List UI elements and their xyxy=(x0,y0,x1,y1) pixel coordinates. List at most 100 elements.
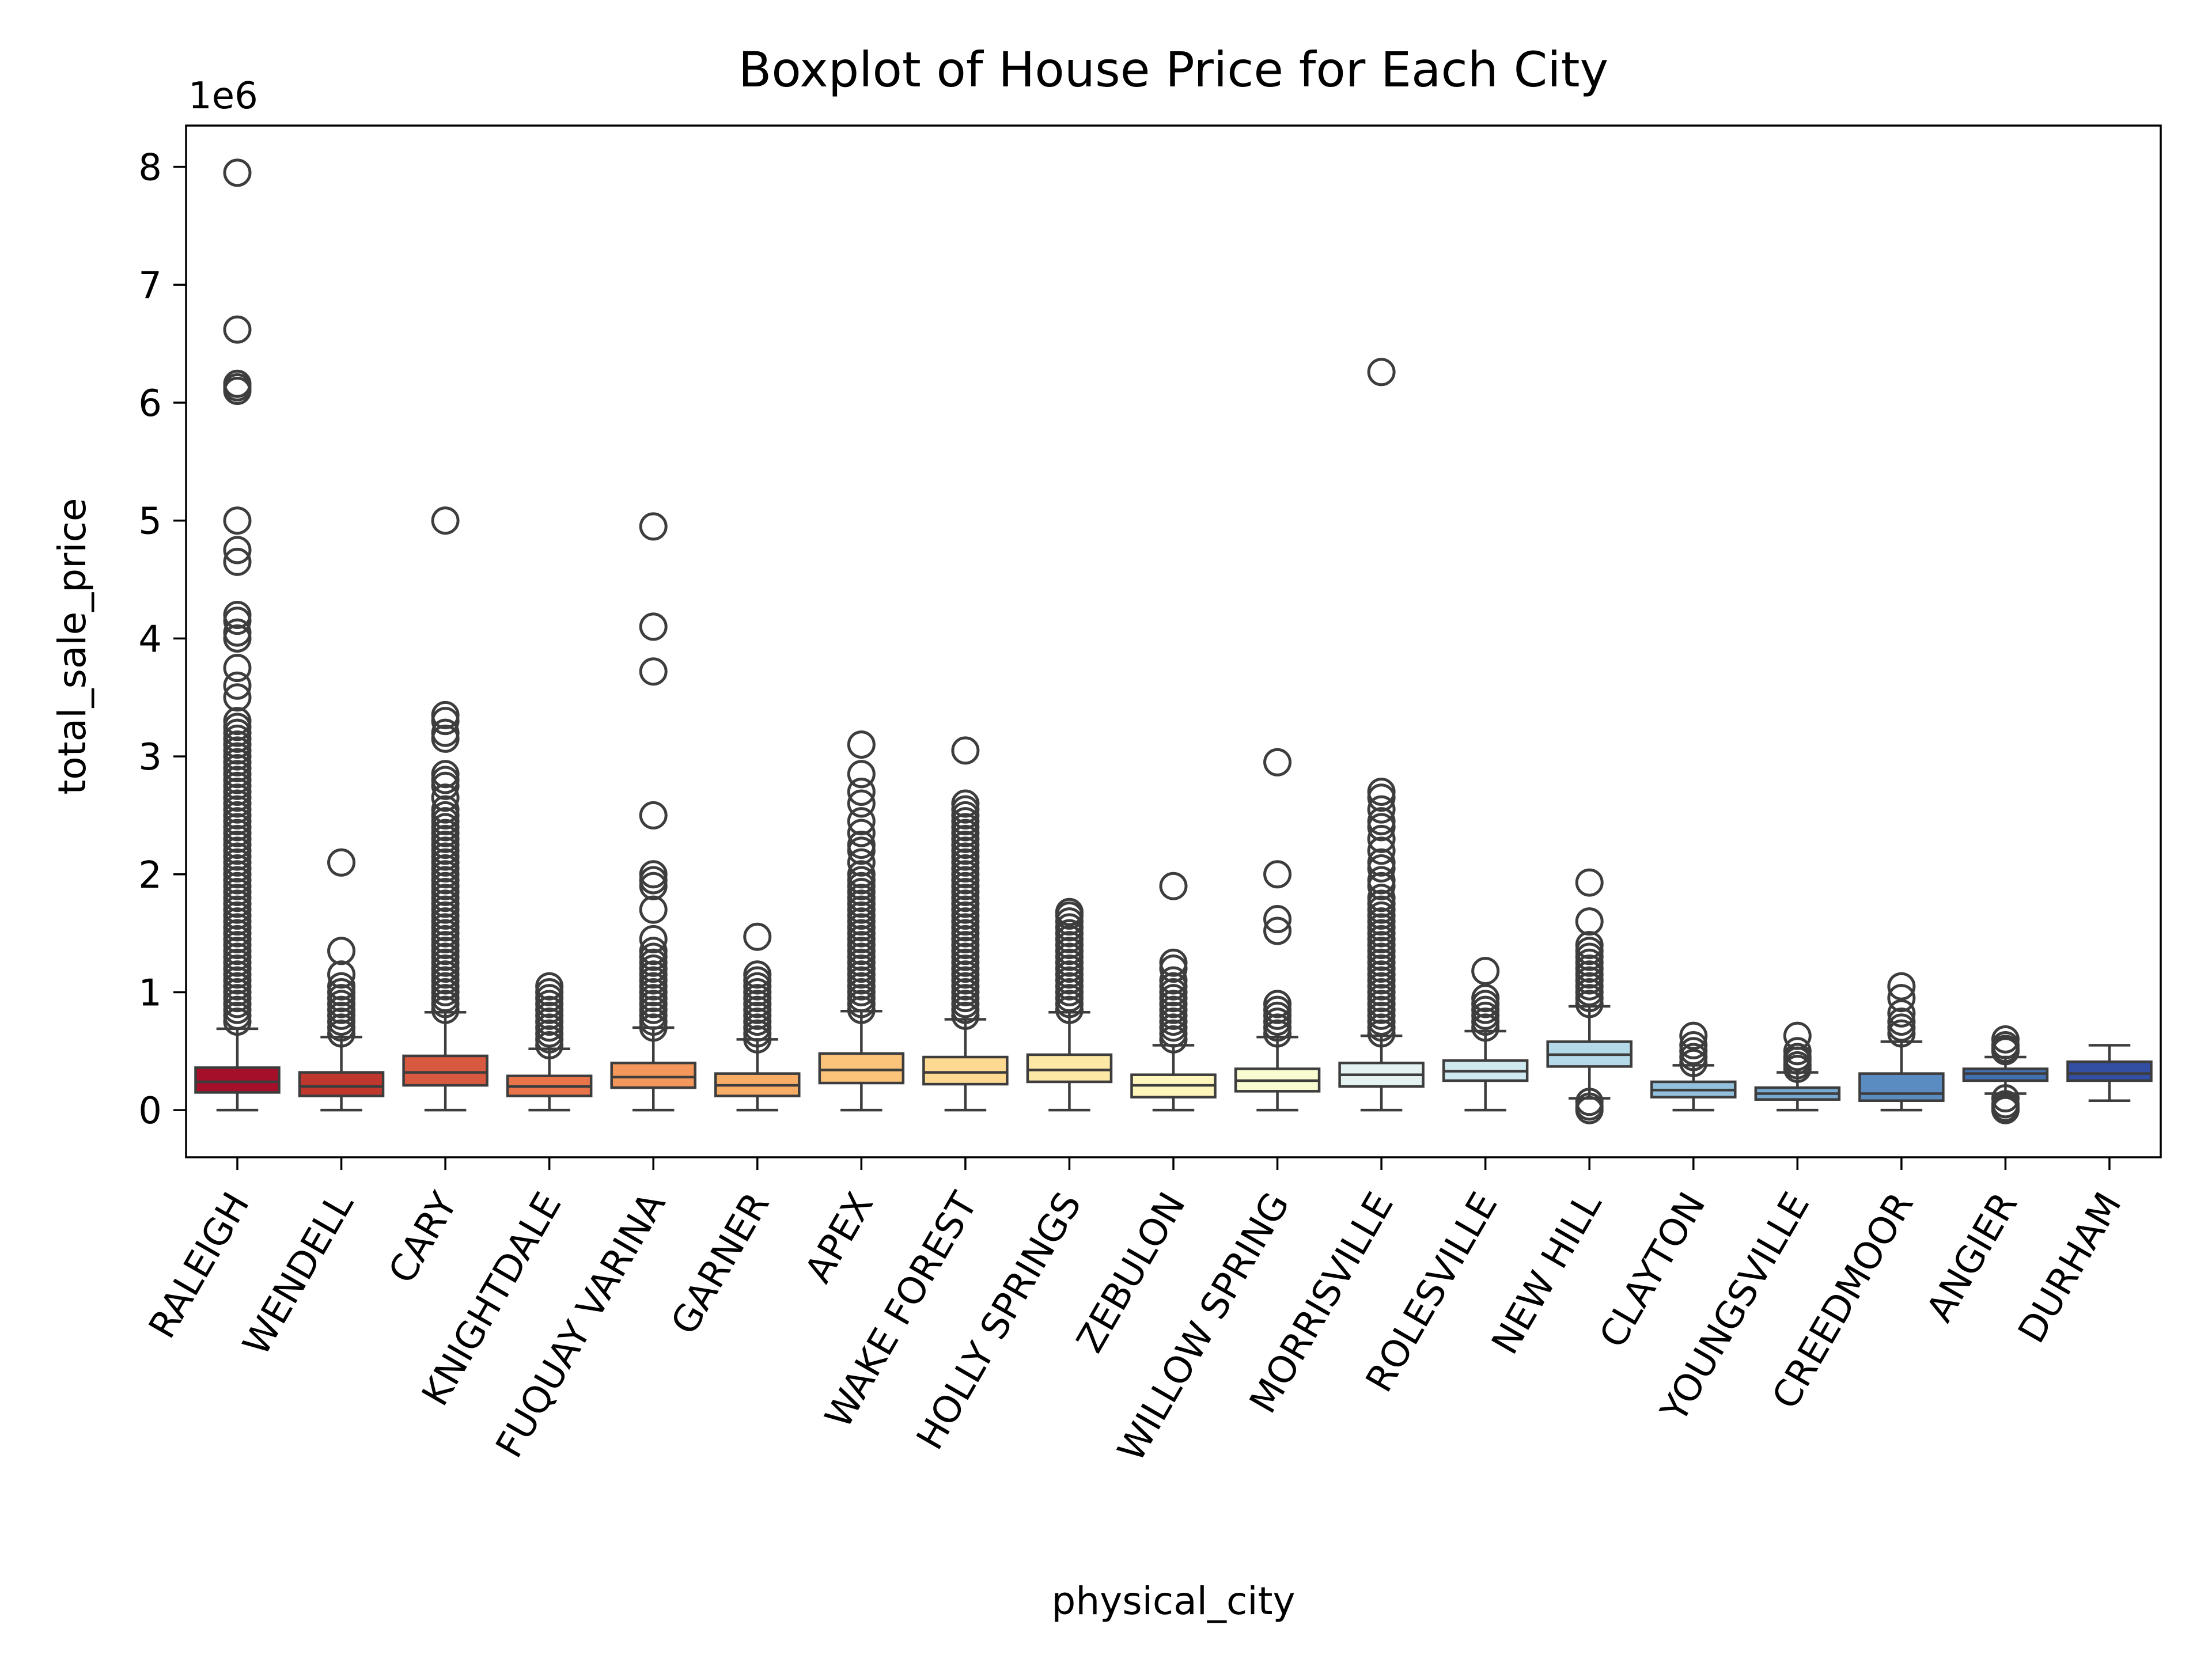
outlier-point xyxy=(847,760,876,789)
box-group xyxy=(1546,868,1633,1124)
outlier-point xyxy=(1263,1019,1292,1048)
outlier-point xyxy=(847,777,876,806)
y-offset-label: 1e6 xyxy=(188,75,258,118)
outlier-point xyxy=(223,624,252,653)
outlier-point xyxy=(1263,860,1292,889)
outlier-point xyxy=(639,657,668,686)
box-group xyxy=(1234,748,1321,1112)
outlier-point xyxy=(1263,748,1292,777)
box xyxy=(1858,1072,1945,1103)
box-group xyxy=(610,512,696,1112)
outlier-point xyxy=(1679,1021,1708,1050)
outlier-point xyxy=(743,922,772,951)
outlier-point xyxy=(1367,872,1396,900)
y-tick-label: 0 xyxy=(138,1090,162,1132)
outlier-point xyxy=(847,819,876,847)
chart-title: Boxplot of House Price for Each City xyxy=(738,41,1609,98)
outlier-point xyxy=(1575,868,1604,897)
outlier-point xyxy=(639,612,668,641)
plot-area xyxy=(194,158,2153,1124)
outlier-point xyxy=(327,1019,356,1048)
y-tick-label: 4 xyxy=(138,618,162,661)
box-group xyxy=(402,506,488,1112)
outlier-point xyxy=(1991,1037,2020,1066)
box-group xyxy=(2066,1044,2153,1103)
outlier-point xyxy=(327,937,356,965)
outlier-point xyxy=(431,724,460,753)
outlier-point xyxy=(223,654,252,683)
outlier-point xyxy=(223,607,252,635)
box-group xyxy=(922,736,1009,1112)
box-group xyxy=(1026,897,1113,1112)
outlier-point xyxy=(1575,990,1604,1018)
outlier-point xyxy=(1887,972,1916,1001)
outlier-point xyxy=(847,848,876,877)
box xyxy=(402,1054,488,1087)
outlier-point xyxy=(535,1031,564,1060)
outlier-point xyxy=(847,807,876,836)
outlier-point xyxy=(1367,813,1396,842)
outlier-point xyxy=(1991,1096,2020,1124)
outlier-point xyxy=(223,1007,252,1036)
outlier-point xyxy=(1367,854,1396,883)
outlier-point xyxy=(431,771,460,800)
outlier-point xyxy=(1367,836,1396,865)
outlier-point xyxy=(639,925,668,953)
y-tick-label: 6 xyxy=(138,382,162,425)
outlier-point xyxy=(223,506,252,535)
outlier-point xyxy=(431,995,460,1024)
outlier-point xyxy=(1367,358,1396,387)
box-group xyxy=(1442,957,1529,1112)
outlier-point xyxy=(1367,783,1396,812)
box xyxy=(1026,1053,1113,1084)
outlier-point xyxy=(639,801,668,830)
box-group xyxy=(298,848,385,1112)
y-tick-label: 7 xyxy=(138,264,162,307)
box-group xyxy=(1338,358,1425,1112)
outlier-point xyxy=(223,683,252,712)
outlier-point xyxy=(327,960,356,989)
outlier-point xyxy=(431,707,460,736)
outlier-point xyxy=(1471,957,1500,986)
axes-frame xyxy=(185,124,2162,1158)
outlier-point xyxy=(1367,1019,1396,1048)
outlier-point xyxy=(431,506,460,535)
outlier-point xyxy=(1887,1019,1916,1048)
outlier-point xyxy=(327,848,356,877)
y-tick-label: 1 xyxy=(138,972,162,1014)
outlier-point xyxy=(1055,995,1084,1024)
y-axis-label: total_sale_price xyxy=(50,498,94,795)
outlier-point xyxy=(1159,1025,1188,1054)
outlier-point xyxy=(1159,872,1188,900)
outlier-point xyxy=(223,158,252,187)
outlier-point xyxy=(223,547,252,576)
outlier-point xyxy=(951,736,980,765)
outlier-point xyxy=(1679,1048,1708,1077)
box-group xyxy=(194,158,281,1112)
outlier-point xyxy=(639,512,668,541)
outlier-point xyxy=(847,730,876,759)
box xyxy=(922,1055,1009,1086)
outlier-point xyxy=(1159,955,1188,983)
box xyxy=(818,1052,905,1085)
box-group xyxy=(1858,972,1945,1112)
box-group xyxy=(1754,1021,1841,1112)
outlier-point xyxy=(223,377,252,406)
outlier-point xyxy=(847,789,876,818)
outlier-point xyxy=(1575,907,1604,936)
outlier-point xyxy=(639,895,668,924)
box-group xyxy=(1130,872,1217,1112)
box xyxy=(194,1066,281,1094)
outlier-point xyxy=(1783,1054,1812,1083)
box xyxy=(298,1071,385,1097)
outlier-point xyxy=(431,783,460,812)
box-group xyxy=(818,730,905,1112)
outlier-point xyxy=(223,315,252,344)
outlier-point xyxy=(223,671,252,700)
y-tick-label: 5 xyxy=(138,501,162,543)
outlier-point xyxy=(1263,916,1292,945)
outlier-point xyxy=(1263,905,1292,934)
